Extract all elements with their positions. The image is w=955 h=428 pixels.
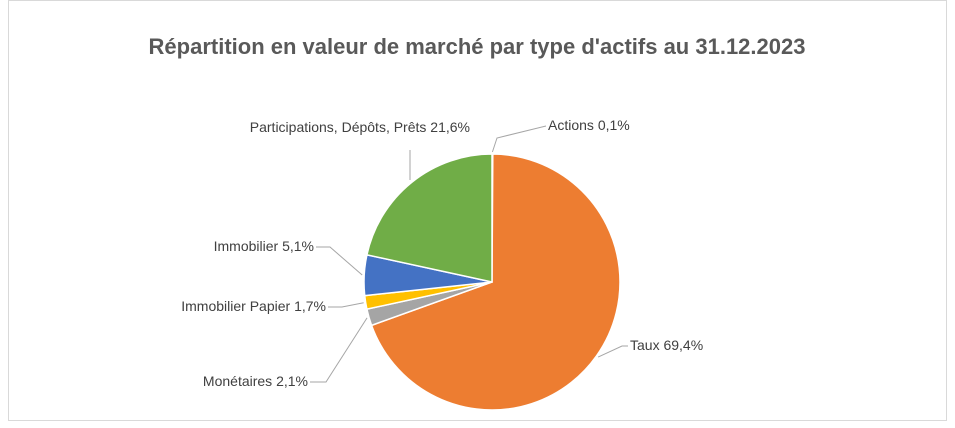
value-label: 21,6%: [430, 119, 470, 135]
leader-line: [491, 125, 547, 153]
value-label: 0,1%: [598, 117, 630, 133]
data-label: Immobilier Papier 1,7%: [181, 298, 326, 314]
category-label: Immobilier Papier: [181, 298, 290, 314]
pie-slice: [366, 153, 493, 283]
value-label: 69,4%: [663, 337, 703, 353]
value-label: 5,1%: [282, 238, 314, 254]
leader-line: [328, 302, 364, 308]
category-label: Monétaires: [203, 373, 272, 389]
category-label: Taux: [630, 337, 660, 353]
chart-title: Répartition en valeur de marché par type…: [149, 34, 806, 59]
data-label: Immobilier 5,1%: [214, 238, 314, 254]
leader-line: [597, 345, 628, 358]
data-label: Participations, Dépôts, Prêts 21,6%: [250, 119, 470, 135]
leader-line: [316, 246, 363, 276]
data-label: Taux 69,4%: [630, 337, 703, 353]
category-label: Immobilier: [214, 238, 279, 254]
value-label: 2,1%: [276, 373, 308, 389]
pie-slice: [370, 153, 621, 411]
data-label: Monétaires 2,1%: [203, 373, 308, 389]
leader-line: [310, 317, 368, 383]
data-label: Actions 0,1%: [548, 117, 630, 133]
category-label: Actions: [548, 117, 594, 133]
value-label: 1,7%: [294, 298, 326, 314]
category-label: Participations, Dépôts, Prêts: [250, 119, 427, 135]
